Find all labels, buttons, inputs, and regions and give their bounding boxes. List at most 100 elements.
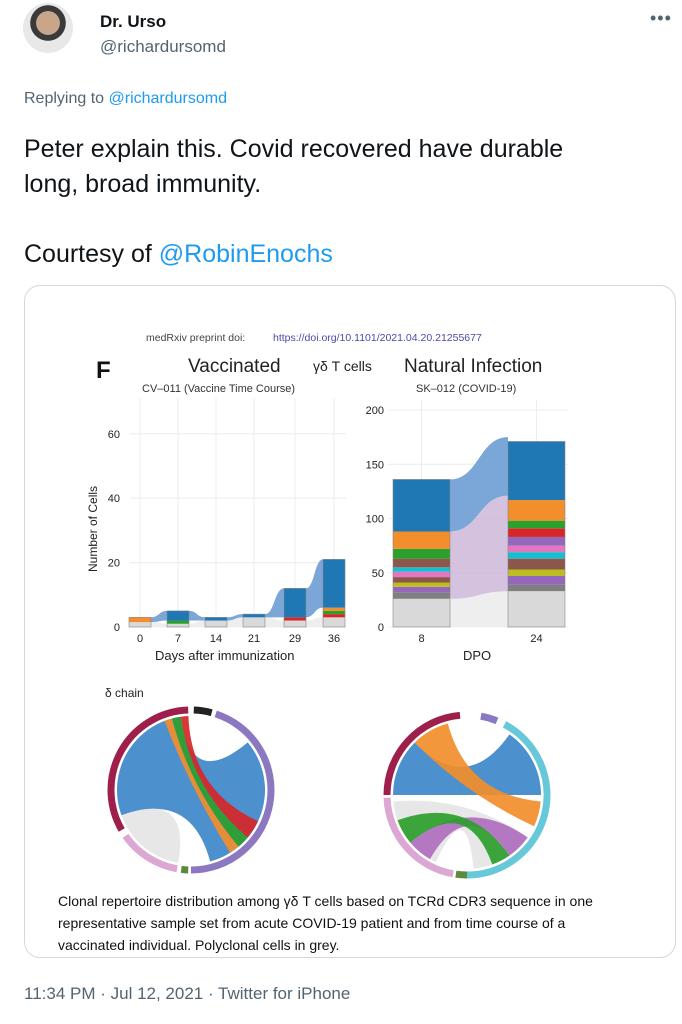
bar-segment [508, 576, 565, 585]
chord-sector-arc [180, 865, 189, 874]
bar-segment [508, 569, 565, 577]
title-natural-infection: Natural Infection [404, 356, 542, 377]
bar-segment [284, 588, 306, 618]
tweet-text-line: long, broad immunity. [24, 170, 262, 198]
y-tick-label: 150 [366, 459, 384, 471]
bar-segment [508, 520, 565, 529]
bar-outline [204, 617, 228, 628]
bar-segment [393, 567, 450, 572]
replying-prefix: Replying to [24, 90, 109, 107]
alluvial-flow [265, 588, 284, 618]
bar-segment [393, 548, 450, 559]
alluvial-flow-polyclonal [151, 622, 167, 627]
bar-outline [322, 559, 346, 628]
bar-outline [166, 610, 190, 628]
x-tick-label: 24 [530, 633, 542, 645]
x-tick-label: 29 [289, 633, 301, 645]
x-tick-label: 8 [418, 633, 424, 645]
alluvial-flow-polyclonal [189, 620, 205, 627]
avatar[interactable] [23, 3, 73, 53]
bar-segment [393, 571, 450, 578]
replying-mention-link[interactable]: @richardursomd [108, 90, 228, 107]
tweet-timestamp[interactable]: 11:34 PM · Jul 12, 2021 · Twitter for iP… [24, 984, 351, 1003]
bar-segment [393, 577, 450, 583]
bar-segment [508, 500, 565, 521]
chord-label: δ chain [105, 686, 144, 700]
y-tick-label: 40 [108, 493, 120, 505]
bar-segment [508, 558, 565, 570]
chord-sector-arc [480, 712, 499, 725]
chart-right-title: SK–012 (COVID-19) [416, 383, 516, 395]
bar-segment [167, 620, 189, 624]
alluvial-flow [450, 437, 508, 532]
alluvial-flow-polyclonal [306, 617, 323, 627]
bar-segment [323, 617, 345, 627]
bar-segment [508, 552, 565, 559]
x-tick-label: 14 [210, 633, 222, 645]
y-tick-label: 200 [366, 405, 384, 417]
bar-outline [392, 479, 451, 628]
author-handle[interactable]: @richardursomd [100, 37, 226, 56]
bar-segment [508, 584, 565, 592]
alluvial-flow [189, 610, 205, 621]
y-tick-label: 50 [372, 568, 384, 580]
chord-ribbon [393, 734, 541, 795]
alluvial-flow-polyclonal [227, 617, 243, 627]
bar-segment [508, 591, 565, 627]
bar-segment [393, 558, 450, 568]
tweet-courtesy: Courtesy of @RobinEnochs [24, 236, 333, 272]
chord-sector-arc [383, 711, 461, 796]
chord-sector-arc [122, 833, 178, 873]
bar-segment [393, 582, 450, 587]
more-icon[interactable]: ••• [650, 8, 672, 28]
chord-ribbon [171, 716, 248, 847]
chord-sector-arc [383, 797, 454, 878]
y-tick-label: 100 [366, 514, 384, 526]
alluvial-flow [306, 559, 323, 618]
chart-right-xlabel: DPO [463, 648, 491, 663]
alluvial-flow [227, 614, 243, 621]
bar-segment [167, 610, 189, 621]
y-tick-label: 20 [108, 558, 120, 570]
chord-ribbon [410, 817, 528, 860]
bar-outline [507, 441, 566, 628]
chart-left-xlabel: Days after immunization [155, 648, 294, 663]
courtesy-mention-link[interactable]: @RobinEnochs [158, 240, 333, 268]
doi-prefix: medRxiv preprint doi: [146, 332, 245, 344]
bar-outline [128, 617, 152, 628]
bar-segment [508, 536, 565, 546]
bar-segment [393, 479, 450, 532]
bar-outline [283, 588, 307, 628]
chord-ribbon [180, 716, 259, 838]
x-tick-label: 7 [175, 633, 181, 645]
chord-sector-arc [107, 706, 189, 832]
bar-segment [323, 559, 345, 608]
y-tick-label: 0 [378, 622, 384, 634]
bar-segment [393, 586, 450, 593]
chord-ribbon [414, 723, 541, 827]
chord-sector-arc [466, 721, 551, 879]
chart-left-ylabel: Number of Cells [86, 486, 100, 572]
bar-segment [508, 545, 565, 553]
caption-line: vaccinated individual. Polyclonal cells … [58, 937, 340, 953]
bar-segment [243, 617, 265, 627]
bar-segment [284, 620, 306, 627]
bar-outline [242, 613, 266, 628]
bar-segment [393, 598, 450, 627]
caption-line: Clonal repertoire distribution among γδ … [58, 893, 593, 909]
bar-segment [508, 441, 565, 501]
title-vaccinated: Vaccinated [188, 356, 281, 377]
alluvial-flow-clones [450, 495, 508, 599]
x-tick-label: 0 [137, 633, 143, 645]
x-tick-label: 36 [328, 633, 340, 645]
bar-segment [323, 607, 345, 611]
author-name[interactable]: Dr. Urso [100, 12, 167, 31]
title-gd-tcells: γδ T cells [313, 358, 372, 374]
alluvial-flow [151, 610, 167, 623]
bar-segment [323, 610, 345, 615]
bar-segment [167, 623, 189, 627]
doi-link: https://doi.org/10.1101/2021.04.20.21255… [273, 332, 482, 344]
bar-segment [205, 620, 227, 627]
bar-segment [323, 614, 345, 618]
